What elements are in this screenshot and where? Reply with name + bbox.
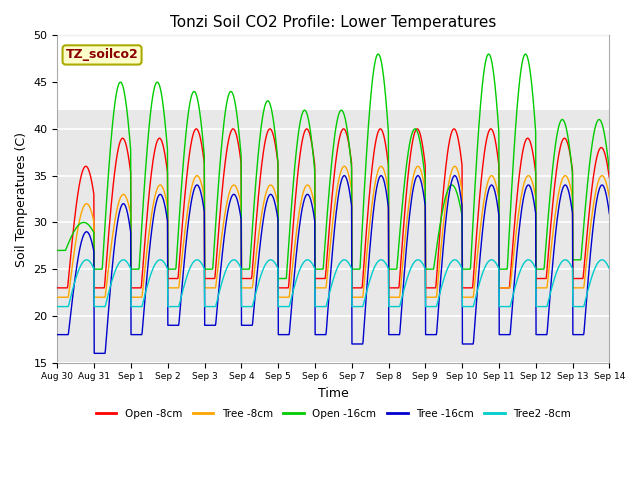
Line: Tree -8cm: Tree -8cm — [58, 166, 609, 297]
Tree -8cm — [54, 294, 61, 300]
Open -8cm — [176, 249, 184, 255]
Legend: Open -8cm, Tree -8cm, Open -16cm, Tree -16cm, Tree2 -8cm: Open -8cm, Tree -8cm, Open -16cm, Tree -… — [92, 405, 575, 423]
Line: Open -8cm: Open -8cm — [58, 129, 609, 288]
Line: Open -16cm: Open -16cm — [58, 54, 609, 278]
Tree -8cm — [238, 285, 246, 291]
Open -16cm — [176, 203, 184, 208]
Tree -16cm — [605, 211, 613, 216]
Tree2 -8cm — [239, 304, 246, 310]
Tree -16cm — [239, 323, 246, 328]
Y-axis label: Soil Temperatures (C): Soil Temperatures (C) — [15, 132, 28, 266]
Open -8cm — [540, 276, 548, 281]
Tree -8cm — [605, 194, 613, 200]
Tree2 -8cm — [492, 260, 499, 265]
Open -16cm — [54, 248, 61, 253]
Tree -8cm — [163, 199, 170, 205]
Tree -16cm — [541, 332, 548, 337]
Open -16cm — [275, 276, 282, 281]
Open -16cm — [420, 163, 428, 169]
Tree -16cm — [420, 192, 428, 198]
Open -16cm — [541, 261, 548, 266]
Tree -8cm — [540, 285, 548, 291]
Open -16cm — [605, 168, 613, 173]
X-axis label: Time: Time — [318, 387, 349, 400]
Tree -16cm — [492, 192, 500, 198]
Tree2 -8cm — [177, 297, 184, 302]
Tree2 -8cm — [419, 262, 427, 268]
Tree2 -8cm — [163, 265, 171, 271]
Tree2 -8cm — [83, 257, 90, 263]
Open -8cm — [193, 126, 200, 132]
Bar — [58, 110, 609, 363]
Title: Tonzi Soil CO2 Profile: Lower Temperatures: Tonzi Soil CO2 Profile: Lower Temperatur… — [170, 15, 497, 30]
Line: Tree2 -8cm: Tree2 -8cm — [58, 260, 609, 307]
Tree -16cm — [54, 332, 61, 337]
Tree2 -8cm — [605, 266, 613, 272]
Tree -8cm — [176, 272, 184, 278]
Open -8cm — [605, 175, 613, 180]
Tree2 -8cm — [54, 304, 61, 310]
Open -16cm — [238, 266, 246, 272]
Open -8cm — [163, 164, 170, 169]
Open -8cm — [239, 276, 246, 281]
Tree -8cm — [340, 163, 348, 169]
Open -8cm — [54, 285, 61, 291]
Tree -8cm — [419, 177, 427, 183]
Open -16cm — [374, 51, 382, 57]
Line: Tree -16cm: Tree -16cm — [58, 176, 609, 353]
Tree -16cm — [340, 173, 348, 179]
Tree2 -8cm — [540, 304, 548, 310]
Text: TZ_soilco2: TZ_soilco2 — [66, 48, 138, 61]
Open -16cm — [492, 91, 500, 96]
Open -8cm — [419, 147, 427, 153]
Open -8cm — [492, 138, 499, 144]
Tree -16cm — [177, 301, 184, 307]
Tree -8cm — [492, 180, 499, 185]
Tree -16cm — [163, 216, 171, 221]
Open -16cm — [163, 138, 170, 144]
Tree -16cm — [90, 350, 98, 356]
